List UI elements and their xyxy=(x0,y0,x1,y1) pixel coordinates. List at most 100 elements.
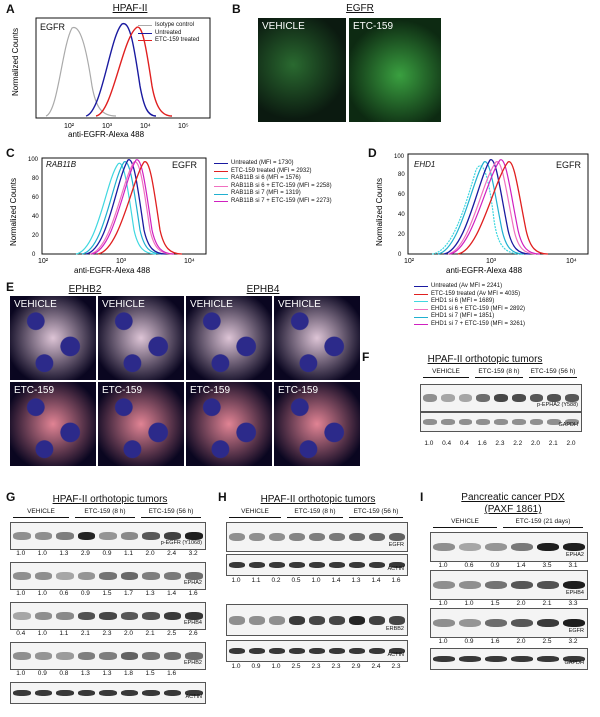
panel-d-xtick: 10³ xyxy=(486,258,497,265)
panel-h-blot-label: ERBB2 xyxy=(385,626,404,632)
panel-d-xtick: 10⁴ xyxy=(566,258,577,265)
micrograph-label: VEHICLE xyxy=(278,299,321,310)
band xyxy=(229,562,245,568)
panel-a-tick-2: 10⁴ xyxy=(140,123,151,130)
panel-c-histogram: Normalized Counts 0 20 40 60 80 100 10² … xyxy=(9,157,207,275)
band xyxy=(537,580,559,590)
quant-value: 0.5 xyxy=(291,577,301,584)
quant-value: 3.3 xyxy=(568,600,578,607)
band xyxy=(329,615,345,625)
quant-value: 1.0 xyxy=(438,638,448,645)
panel-f-letter: F xyxy=(362,350,370,364)
panel-c-ytick: 80 xyxy=(32,176,39,182)
panel-i-blot-label: GAPDH xyxy=(564,660,584,666)
quant-value: 1.1 xyxy=(251,577,261,584)
band xyxy=(120,652,139,660)
micrograph-e: ETC-159 xyxy=(10,382,96,466)
quant-value: 1.0 xyxy=(464,600,474,607)
band xyxy=(77,690,96,696)
panel-b-title: EGFR xyxy=(346,3,374,14)
band xyxy=(369,562,385,568)
band xyxy=(511,419,526,425)
band xyxy=(142,652,160,660)
panel-e-title-left: EPHB2 xyxy=(68,284,102,295)
panel-c-letter: C xyxy=(6,146,15,160)
band xyxy=(537,656,559,662)
panel-a-tag: EGFR xyxy=(40,22,66,32)
panel-c-ytick: 100 xyxy=(28,157,39,163)
band xyxy=(185,572,203,580)
quant-value: 1.4 xyxy=(331,577,341,584)
band xyxy=(185,652,203,660)
band xyxy=(289,562,305,568)
panel-d-ytick: 0 xyxy=(398,252,402,258)
band xyxy=(309,562,325,568)
band xyxy=(485,656,507,662)
band xyxy=(369,532,385,542)
band xyxy=(511,580,533,590)
blot-i-ephb4 xyxy=(430,570,588,600)
panel-c-ytick: 40 xyxy=(32,214,39,220)
quant-value: 0.9 xyxy=(37,670,47,677)
quant-value: 1.0 xyxy=(231,577,241,584)
blot-erbb22 xyxy=(226,604,408,636)
band xyxy=(485,580,507,590)
panel-g-blot-label: p-EGFR (Y1068) xyxy=(160,540,202,546)
quant-value: 2.1 xyxy=(548,440,558,447)
panel-c-ytick: 20 xyxy=(32,233,39,239)
band xyxy=(269,562,285,568)
band xyxy=(249,615,265,625)
panel-h-group-line xyxy=(349,517,403,518)
micrograph-e: ETC-159 xyxy=(186,382,272,466)
quant-value: 1.3 xyxy=(145,590,155,597)
panel-h-quant: 1.0 0.9 1.0 2.5 2.3 2.3 2.9 2.4 2.3 xyxy=(226,663,406,670)
quant-value: 0.4 xyxy=(16,630,26,637)
quant-value: 2.0 xyxy=(566,440,576,447)
blot-epha2 xyxy=(10,562,206,590)
panel-f-group-line xyxy=(475,377,523,378)
quant-value: 1.3 xyxy=(80,670,90,677)
quant-value: 2.9 xyxy=(80,550,90,557)
panel-h-group: ETC-159 (56 h) xyxy=(353,508,399,515)
blot-i-egfr xyxy=(430,608,588,638)
panel-i-group-line xyxy=(503,527,583,528)
band xyxy=(163,612,182,620)
band xyxy=(309,648,325,654)
panel-h-blot-label: ACTIN xyxy=(387,652,405,658)
blot-ephb2 xyxy=(10,642,206,670)
band xyxy=(120,532,139,540)
quant-value: 2.0 xyxy=(516,638,526,645)
band xyxy=(529,394,544,402)
band xyxy=(476,419,491,425)
band xyxy=(349,532,365,542)
quant-value: 2.1 xyxy=(145,630,155,637)
panel-c-xtick: 10² xyxy=(38,258,49,265)
band xyxy=(309,615,325,625)
panel-c-xlabel: anti-EGFR-Alexa 488 xyxy=(74,266,151,275)
blot-gapdh xyxy=(420,412,582,432)
quant-value: 2.6 xyxy=(188,630,198,637)
quant-value: 3.5 xyxy=(542,562,552,569)
band xyxy=(329,532,345,542)
panel-i-group: ETC-159 (21 days) xyxy=(515,518,571,525)
band xyxy=(229,615,245,625)
band xyxy=(369,615,385,625)
panel-h-letter: H xyxy=(218,490,227,504)
panel-g-title: HPAF-II orthotopic tumors xyxy=(52,494,168,505)
band xyxy=(423,419,437,425)
panel-a-legend: Isotype control Untreated ETC-159 treate… xyxy=(138,22,199,45)
panel-i-title: Pancreatic cancer PDX xyxy=(461,492,565,503)
quant-value: 3.1 xyxy=(568,562,578,569)
panel-e-title-right: EPHB4 xyxy=(246,284,280,295)
quant-value: 2.5 xyxy=(167,630,177,637)
band xyxy=(269,615,285,625)
quant-value: 2.2 xyxy=(513,440,523,447)
blot-i-epha2 xyxy=(430,532,588,562)
band xyxy=(77,532,96,540)
quant-value: 1.0 xyxy=(16,550,26,557)
quant-value: 1.0 xyxy=(37,630,47,637)
panel-g-letter: G xyxy=(6,490,16,504)
panel-a-letter: A xyxy=(6,2,15,16)
band xyxy=(99,690,117,696)
panel-g-quant: 0.4 1.0 1.1 2.1 2.3 2.0 2.1 2.5 2.6 xyxy=(10,630,204,637)
